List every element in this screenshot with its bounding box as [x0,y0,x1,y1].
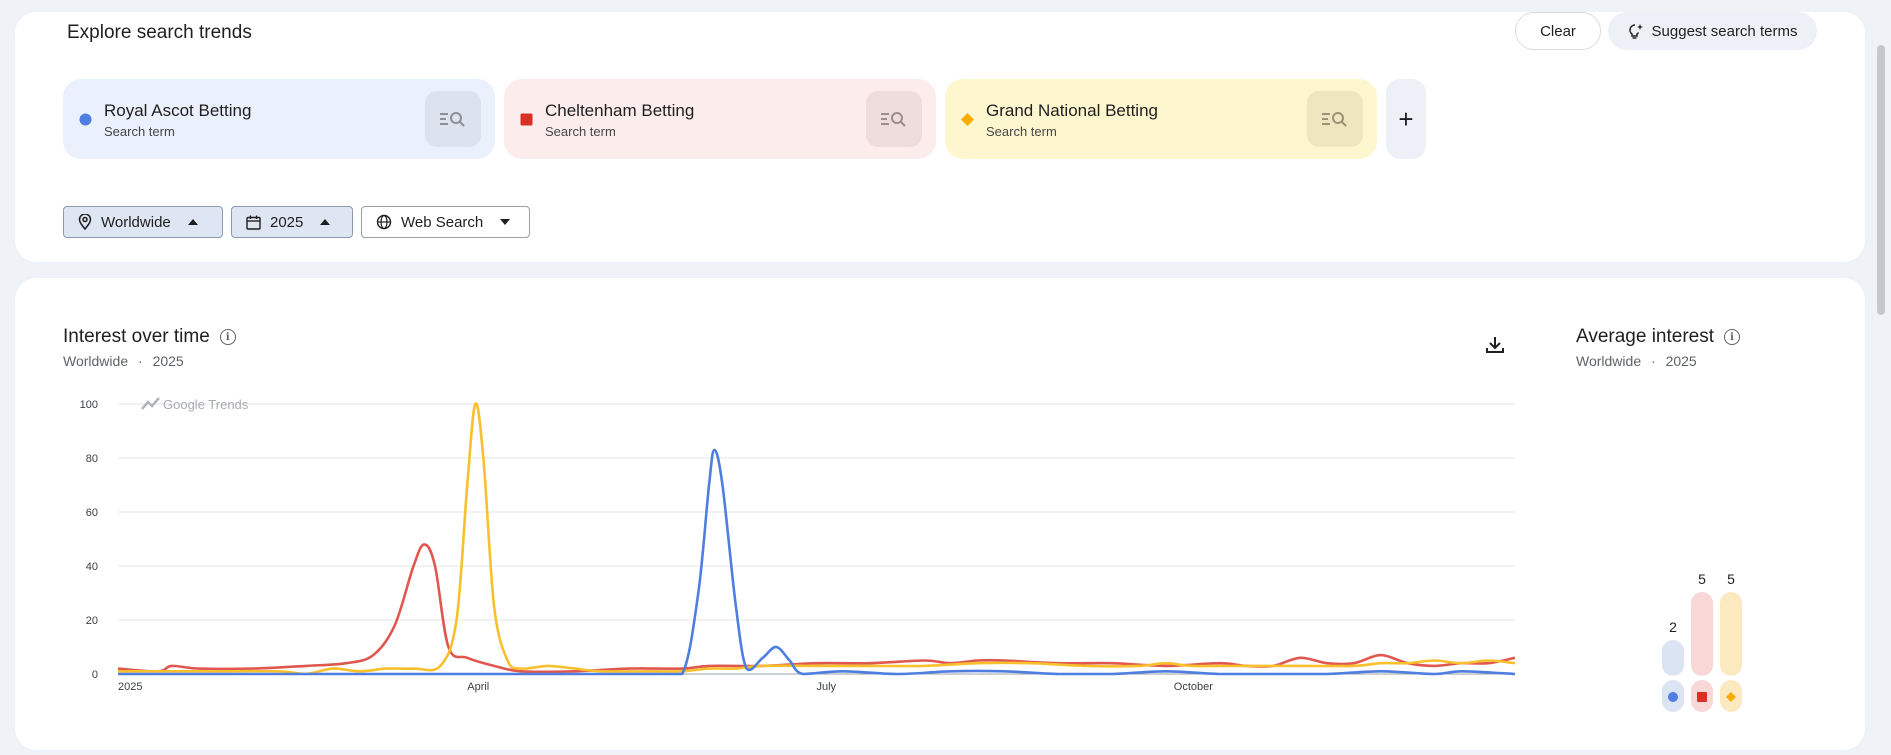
clear-button[interactable]: Clear [1515,12,1601,50]
x-tick-label: 2025 [118,681,142,693]
info-icon[interactable]: i [219,329,236,345]
suggest-label: Suggest search terms [1651,22,1798,40]
term-search-button[interactable] [1307,91,1363,147]
location-pin-icon [78,214,92,230]
square-marker-icon [1697,692,1707,702]
y-tick-label: 60 [86,507,98,519]
y-tick-label: 40 [86,561,98,573]
term-card-royal-ascot[interactable]: Royal Ascot Betting Search term [63,79,495,159]
average-subtitle: Worldwide · 2025 [1576,353,1697,369]
region-value: Worldwide [101,213,171,231]
term-name: Grand National Betting [986,101,1158,120]
interest-subtitle: Worldwide · 2025 [63,353,184,369]
caret-up-icon [320,219,331,225]
diamond-marker-icon [1726,692,1736,702]
average-bar[interactable] [1662,640,1684,676]
sparkle-bulb-icon [1628,24,1643,39]
cheltenham-series-line[interactable] [117,543,1516,674]
subtitle-separator: · [138,353,143,369]
explore-card: Explore search trends Clear Suggest sear… [15,12,1865,262]
y-tick-label: 100 [80,399,98,411]
average-title-text: Average interest [1576,326,1715,347]
search-list-icon [881,112,906,127]
term-card-grand-national[interactable]: Grand National Betting Search term [945,79,1377,159]
period-filter[interactable]: 2025 [231,206,353,238]
average-value-label: 2 [1669,619,1677,635]
globe-icon [376,214,392,230]
term-type: Search term [104,124,175,139]
term-card-cheltenham[interactable]: Cheltenham Betting Search term [504,79,936,159]
y-tick-label: 20 [86,615,98,627]
circle-marker-icon [79,113,92,126]
diamond-marker-icon [961,113,974,126]
add-term-button[interactable]: + [1386,79,1426,159]
average-interest-chart: 2 5 5 [1662,571,1742,712]
google-trends-watermark: Google Trends [141,397,249,412]
interest-over-time-title: Interest over time i [63,326,236,348]
x-tick-label: October [1174,681,1213,693]
interest-over-time-chart: 0 20 40 60 80 100 2025 April July October Google T… [80,397,1516,693]
subtitle-period: 2025 [1665,353,1697,369]
x-tick-label: April [467,681,489,693]
y-tick-label: 0 [92,669,98,681]
period-value: 2025 [270,213,304,231]
term-type: Search term [986,124,1057,139]
subtitle-separator: · [1651,353,1656,369]
caret-down-icon [500,219,511,225]
subtitle-period: 2025 [152,353,184,369]
y-tick-label: 80 [86,453,98,465]
svg-text:Google Trends: Google Trends [163,397,249,412]
term-name: Cheltenham Betting [545,101,695,120]
average-interest-title: Average interest i [1576,326,1741,348]
info-icon[interactable]: i [1724,329,1741,345]
average-bar[interactable] [1720,592,1742,676]
subtitle-region: Worldwide [63,353,129,369]
term-name: Royal Ascot Betting [104,101,252,120]
property-filter[interactable]: Web Search [361,206,530,238]
term-search-button[interactable] [425,91,481,147]
square-marker-icon [520,113,533,126]
term-search-button[interactable] [866,91,922,147]
suggest-search-terms-button[interactable]: Suggest search terms [1608,12,1817,50]
calendar-icon [246,215,261,230]
scrollbar-thumb[interactable] [1877,45,1885,315]
explore-title: Explore search trends [67,22,252,43]
interest-title-text: Interest over time [63,326,210,347]
term-type: Search term [545,124,616,139]
grand-national-series-line[interactable] [118,402,1516,676]
search-list-icon [1322,112,1347,127]
average-value-label: 5 [1727,571,1735,587]
search-list-icon [440,112,465,127]
circle-marker-icon [1668,692,1678,702]
average-bar[interactable] [1691,592,1713,676]
x-tick-label: July [817,681,837,693]
region-filter[interactable]: Worldwide [63,206,223,238]
property-value: Web Search [401,213,484,231]
scrollbar-track[interactable] [1872,0,1891,755]
caret-up-icon [187,219,198,225]
download-icon[interactable] [1483,333,1507,357]
average-value-label: 5 [1698,571,1706,587]
subtitle-region: Worldwide [1576,353,1642,369]
royal-ascot-series-line[interactable] [117,448,1516,676]
